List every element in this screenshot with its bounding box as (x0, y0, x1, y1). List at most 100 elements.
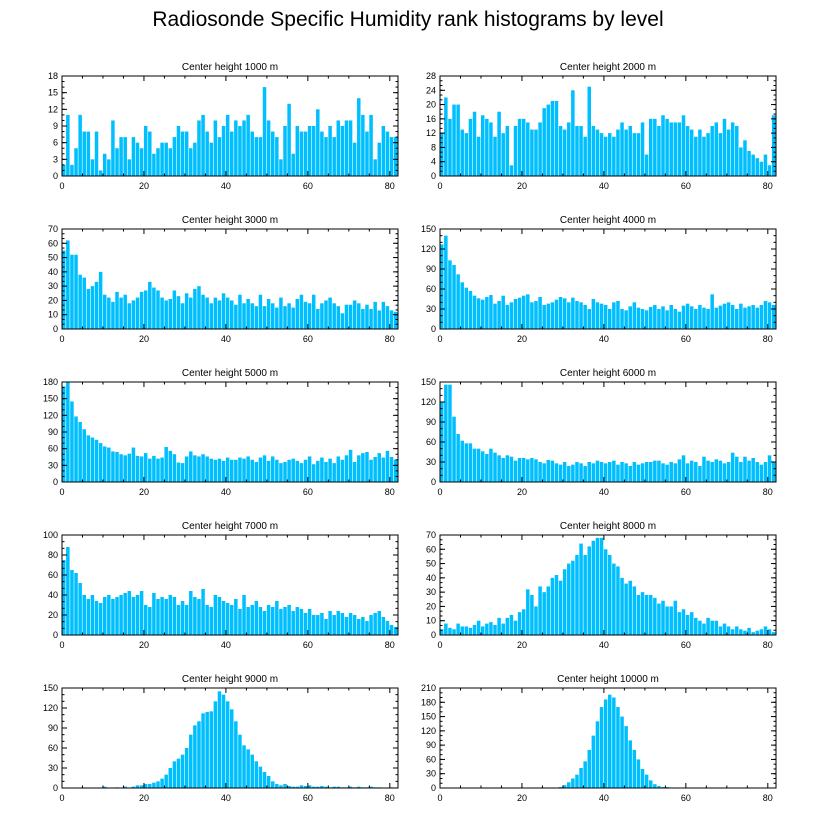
histogram-bar (444, 235, 448, 329)
histogram-bar (489, 295, 493, 329)
histogram-bar (636, 133, 641, 176)
histogram-bar (567, 782, 571, 788)
x-tick-label: 20 (139, 334, 149, 344)
histogram-bar (567, 563, 571, 635)
histogram-bar (119, 137, 123, 176)
y-tick-label: 24 (426, 85, 436, 95)
y-tick-label: 0 (53, 171, 58, 181)
histogram-bar (344, 304, 349, 329)
histogram-bar (254, 137, 259, 176)
histogram-bar (365, 452, 369, 482)
histogram-bar (603, 305, 608, 329)
y-tick-label: 180 (421, 697, 436, 707)
histogram-bar (444, 623, 448, 635)
histogram-bar (632, 302, 637, 329)
histogram-bar (225, 457, 230, 482)
x-tick-label: 20 (139, 487, 149, 497)
histogram-bar (70, 164, 74, 176)
histogram-bar (102, 786, 107, 788)
histogram-bar (644, 595, 649, 635)
histogram-bar (755, 462, 760, 482)
y-tick-label: 9 (53, 121, 58, 131)
histogram-bar (706, 309, 710, 329)
histogram-bar (115, 148, 119, 176)
y-tick-label: 60 (426, 754, 436, 764)
histogram-bar (225, 297, 230, 329)
histogram-bar (115, 452, 119, 482)
histogram-panel-10: Center height 10000 m 0 30 60 90 120 150 180 210… (421, 674, 777, 803)
chart-title: Radiosonde Specific Humidity rank histog… (152, 8, 664, 31)
histogram-bar (444, 97, 448, 176)
y-tick-label: 15 (48, 88, 58, 98)
y-tick-label: 30 (426, 587, 436, 597)
histogram-bar (603, 136, 608, 176)
histogram-bar (148, 458, 152, 482)
histogram-bar (324, 786, 328, 788)
histogram-bar (119, 595, 123, 635)
plot-frame (61, 687, 399, 789)
histogram-bar (131, 597, 136, 635)
histogram-bar (172, 454, 177, 482)
histogram-bar (340, 459, 345, 482)
histogram-bar (369, 309, 373, 329)
histogram-bar (599, 707, 604, 788)
histogram-bar (554, 463, 559, 482)
histogram-bar (336, 456, 341, 482)
histogram-bar (340, 126, 345, 176)
y-tick-label: 10 (48, 310, 58, 320)
histogram-bar (156, 781, 160, 788)
histogram-bar (295, 786, 300, 788)
histogram-bar (755, 630, 760, 635)
histogram-bar (283, 126, 287, 176)
histogram-bar (344, 120, 349, 176)
histogram-bar (291, 458, 295, 482)
y-tick-label: 20 (426, 601, 436, 611)
histogram-bar (538, 297, 542, 329)
histogram-bar (759, 305, 764, 329)
histogram-bar (234, 120, 238, 176)
histogram-bar (164, 447, 168, 482)
histogram-bar (299, 463, 304, 482)
histogram-bar (743, 456, 747, 482)
histogram-bar (579, 768, 583, 788)
histogram-bar (648, 462, 653, 482)
histogram-bar (612, 302, 616, 329)
histogram-bar (689, 612, 694, 635)
histogram-bar (234, 459, 238, 482)
histogram-bar (299, 294, 304, 329)
histogram-bar (710, 620, 714, 635)
histogram-panel-7: Center height 7000 m 0 20 40 60 80 100 0 20 40 60 8… (43, 521, 399, 650)
histogram-bar (538, 586, 542, 635)
histogram-bar (70, 401, 74, 482)
y-tick-label: 60 (426, 284, 436, 294)
histogram-bar (591, 299, 596, 329)
histogram-bar (702, 136, 706, 176)
histogram-bar (348, 304, 353, 329)
histogram-bar (139, 591, 144, 635)
x-tick-label: 40 (221, 640, 231, 650)
histogram-bar (131, 447, 136, 482)
y-tick-label: 60 (426, 437, 436, 447)
histogram-bar (706, 460, 710, 482)
histogram-bar (238, 609, 242, 635)
histogram-bar (209, 711, 214, 788)
histogram-bar (628, 740, 632, 788)
histogram-bar (538, 462, 542, 482)
histogram-bar (234, 304, 238, 329)
histogram-bar (168, 595, 173, 635)
histogram-bar (513, 460, 518, 482)
histogram-bar (587, 86, 592, 176)
histogram-bar (164, 142, 168, 176)
histogram-bar (258, 294, 263, 329)
histogram-bar (616, 707, 620, 788)
histogram-bar (266, 776, 271, 788)
histogram-bar (735, 126, 739, 176)
histogram-bar (513, 126, 518, 176)
histogram-bar (747, 460, 751, 482)
histogram-bar (270, 781, 275, 788)
y-tick-label: 120 (421, 397, 436, 407)
histogram-bar (505, 455, 510, 482)
histogram-bar (131, 300, 136, 329)
histogram-bar (730, 305, 735, 329)
histogram-bar (476, 620, 481, 635)
